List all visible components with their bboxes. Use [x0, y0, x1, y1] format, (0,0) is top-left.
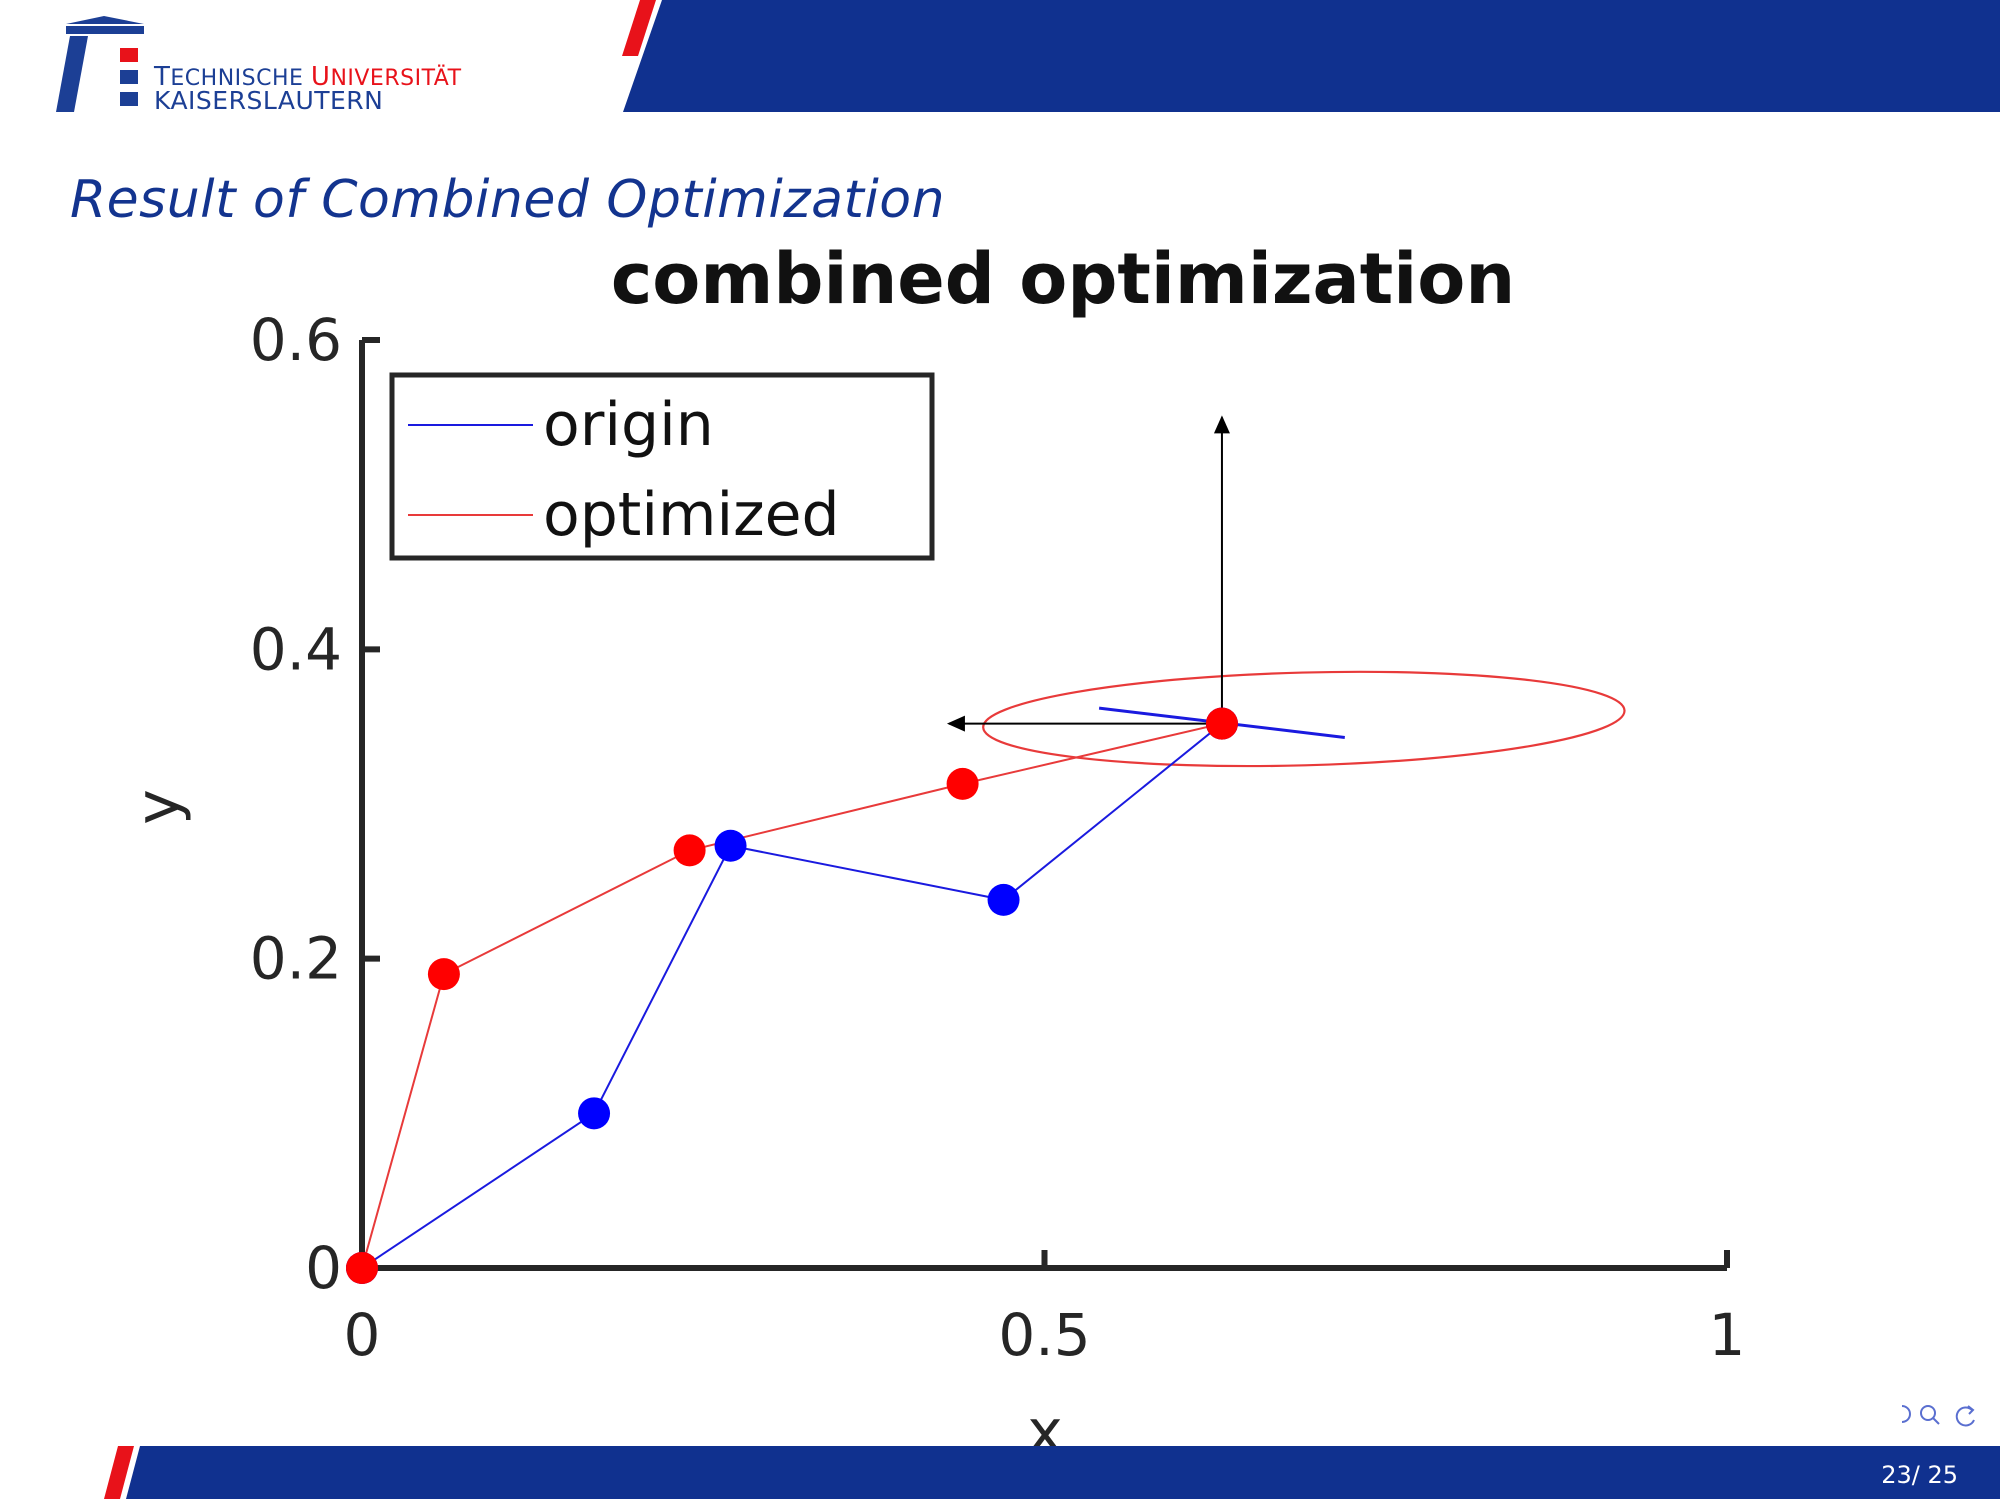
logo-city-name: KAISERSLAUTERN: [154, 86, 384, 115]
bottom-banner: [104, 1446, 2000, 1499]
data-point-optimized: [346, 1252, 378, 1284]
university-logo: TECHNISCHE UNIVERSITÄT KAISERSLAUTERN: [54, 16, 461, 116]
x-tick-label: 1: [1709, 1301, 1746, 1369]
banner-blue-bar: [623, 0, 2000, 112]
chart-title: combined optimization: [611, 238, 1515, 320]
data-point-optimized: [427, 958, 460, 991]
banner-red-stripe: [622, 0, 656, 56]
data-point-origin: [578, 1097, 611, 1130]
logo-rest-u: NIVERSITÄT: [330, 66, 462, 91]
data-point-origin: [714, 829, 747, 862]
y-tick-label: 0.2: [250, 925, 342, 993]
logo-cap-t: T: [154, 62, 171, 92]
data-point-optimized: [946, 767, 979, 800]
legend-label-origin: origin: [543, 390, 714, 460]
data-point-origin: [987, 883, 1020, 916]
y-tick-label: 0: [305, 1234, 342, 1302]
logo-rest-t: ECHNISCHE: [170, 66, 311, 91]
x-tick-label: 0: [344, 1301, 381, 1369]
refresh-icon[interactable]: [1955, 1405, 1975, 1427]
beamer-navigation[interactable]: [1894, 1400, 1984, 1430]
x-tick-label: 0.5: [998, 1301, 1090, 1369]
plot-area: 0 0.2 0.4 0.6 0 0.5 1 origin optimized: [250, 306, 1746, 1369]
y-tick-label: 0.6: [250, 306, 342, 374]
footer-red-stripe: [104, 1446, 134, 1499]
logo-university-name: TECHNISCHE UNIVERSITÄT: [154, 62, 462, 92]
series-line-optimized: [361, 722, 1223, 1269]
logo-mark: [56, 16, 144, 112]
y-axis-label: y: [123, 789, 193, 825]
data-point-optimized: [673, 834, 706, 867]
logo-cap-u: U: [310, 62, 331, 92]
series-line-origin: [361, 722, 1223, 1269]
top-banner: [622, 0, 2000, 112]
slide-title: Result of Combined Optimization: [70, 170, 946, 230]
page-number: 23/ 25: [1881, 1461, 1958, 1489]
y-tick-label: 0.4: [250, 615, 342, 683]
navigation-back-icon[interactable]: [1901, 1405, 1911, 1423]
legend-box: [389, 372, 935, 561]
legend-label-optimized: optimized: [543, 480, 840, 550]
footer-blue-bar: [126, 1446, 2000, 1499]
uncertainty-ellipse: [982, 670, 1626, 768]
data-point-optimized: [1205, 707, 1238, 740]
search-icon[interactable]: [1920, 1405, 1940, 1425]
